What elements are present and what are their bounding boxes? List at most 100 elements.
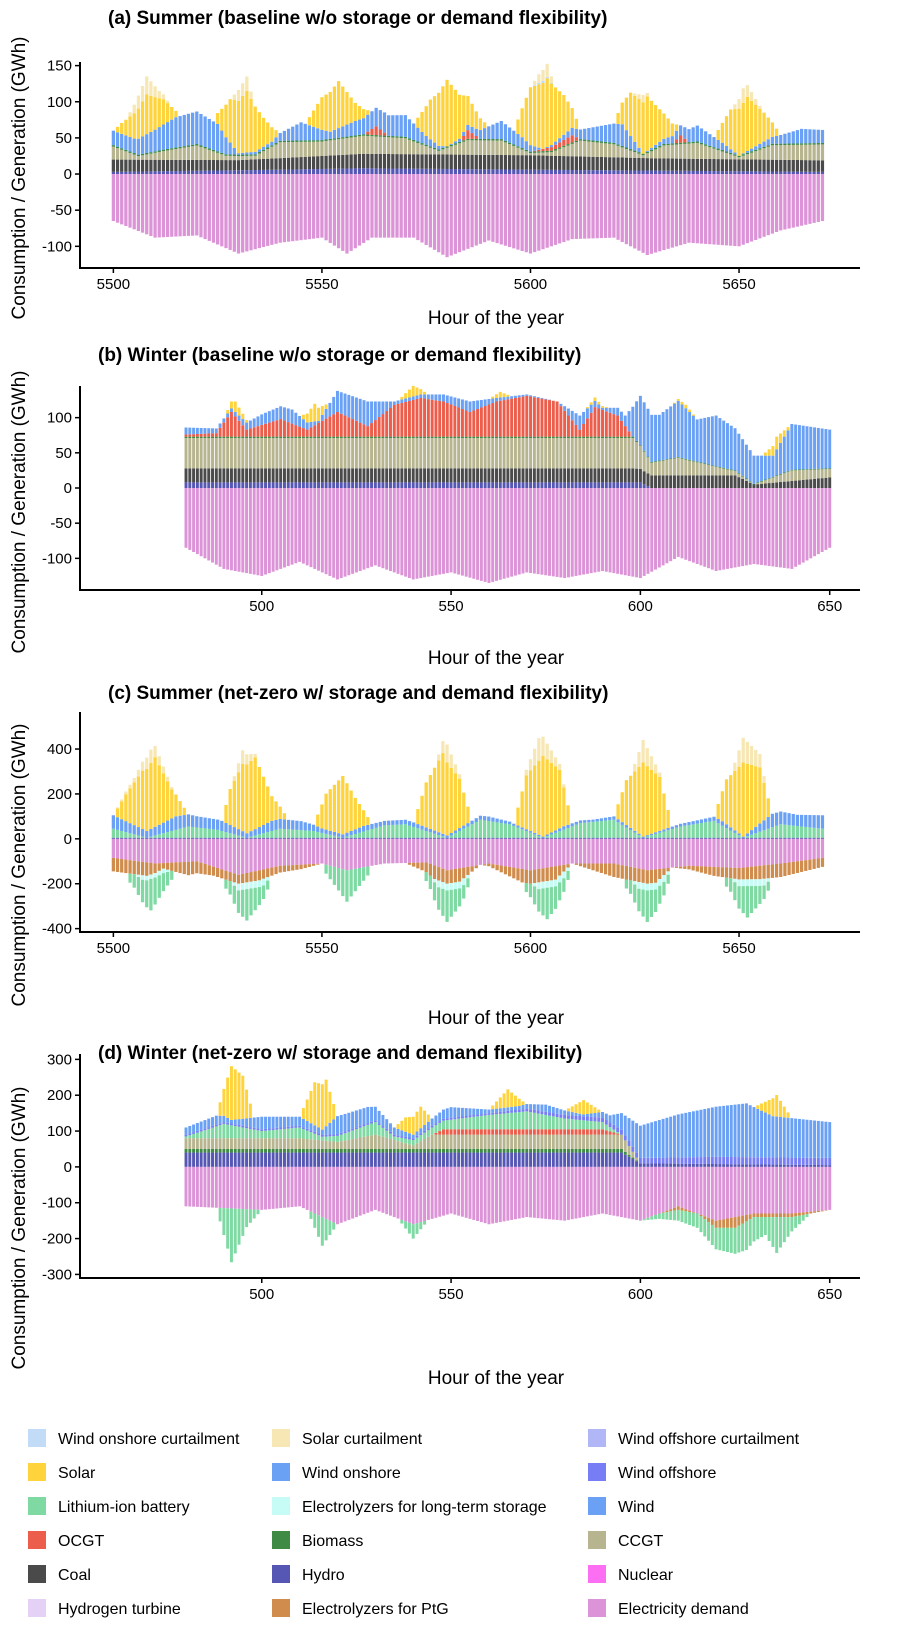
demand-neg-bar <box>566 174 570 241</box>
wind-onshore-bar <box>533 832 537 835</box>
hydro-bar <box>291 837 295 839</box>
electrolyzer-ptg-neg-bar <box>457 868 462 882</box>
wind-onshore-bar <box>199 816 203 828</box>
hydro-bar <box>627 1156 631 1167</box>
ccgt-bar <box>309 1139 313 1149</box>
biomass-bar <box>665 459 669 460</box>
coal-bar <box>186 159 191 171</box>
ccgt-bar <box>128 152 132 160</box>
solar-bar <box>245 1089 249 1119</box>
y-tick-label: 100 <box>47 94 72 111</box>
ocgt-bar <box>404 401 408 437</box>
demand-neg-bar <box>549 838 553 867</box>
electrolyzer-ptg-neg-bar <box>733 1217 737 1228</box>
electrolyzer-ptg-neg-bar <box>729 1217 733 1228</box>
battery-bar <box>674 827 679 838</box>
demand-neg-bar <box>491 1166 495 1224</box>
hydro-bar <box>445 1152 449 1167</box>
hydro-bar <box>805 1164 809 1167</box>
hydro-bar <box>470 837 474 839</box>
solar-bar <box>257 112 261 150</box>
wind-onshore-bar <box>479 399 483 408</box>
coal-bar <box>650 475 654 488</box>
coal-bar <box>174 159 178 172</box>
wind-offshore-bar <box>623 1135 627 1141</box>
wind-offshore-bar <box>699 1157 703 1164</box>
wind-onshore-bar <box>635 401 639 441</box>
wind-offshore-bar <box>612 1124 616 1130</box>
wind-onshore-bar <box>627 411 631 432</box>
ccgt-bar <box>791 144 795 160</box>
coal-bar <box>699 475 703 488</box>
battery-bar <box>261 833 266 838</box>
solar-bar <box>317 407 321 421</box>
y-tick-label: 400 <box>47 741 72 758</box>
hydro-bar <box>758 837 762 839</box>
battery-bar <box>211 829 216 838</box>
hydro-bar <box>298 1152 302 1167</box>
ccgt-bar <box>517 438 521 469</box>
ocgt-bar <box>320 420 324 437</box>
biomass-bar <box>816 468 820 470</box>
solar-bar <box>763 452 767 456</box>
hydro-bar <box>220 837 224 839</box>
hydro-bar <box>513 482 517 488</box>
ccgt-bar <box>203 148 207 160</box>
ocgt-bar <box>389 408 392 437</box>
biomass-bar <box>298 436 302 439</box>
ccgt-bar <box>317 1140 321 1149</box>
solar-curtailment-bar <box>145 757 149 769</box>
hydro-bar <box>474 837 478 839</box>
ccgt-bar <box>688 460 692 476</box>
coal-bar <box>438 468 442 483</box>
biomass-bar <box>351 1148 355 1153</box>
wind-offshore-bar <box>816 1157 820 1165</box>
ocgt-bar <box>566 1129 570 1135</box>
battery-neg-bar <box>654 1214 658 1220</box>
demand-neg-bar <box>574 174 578 239</box>
demand-neg-bar <box>298 1166 302 1207</box>
solar-bar <box>248 1103 252 1118</box>
x-tick-label: 600 <box>628 1286 653 1303</box>
ocgt-bar <box>612 1132 616 1135</box>
hydro-bar <box>295 169 299 175</box>
demand-neg-bar <box>468 1166 472 1219</box>
ccgt-bar <box>816 469 820 479</box>
ocgt-bar <box>241 425 245 437</box>
biomass-bar <box>437 149 441 151</box>
hydro-bar <box>366 168 370 175</box>
solar-bar <box>616 804 620 820</box>
demand-neg-bar <box>224 174 228 249</box>
hydro-bar <box>555 482 559 488</box>
wind-onshore-bar <box>437 145 441 150</box>
demand-neg-bar <box>362 488 366 570</box>
coal-bar <box>612 157 616 171</box>
coal-bar <box>222 468 226 483</box>
electrolyzer-ptg-neg-bar <box>424 862 428 873</box>
biomass-bar <box>195 1148 199 1153</box>
solar-curtailment-bar <box>232 776 236 781</box>
electrolyzer-ptg-neg-bar <box>407 862 412 865</box>
battery-bar <box>532 1112 536 1130</box>
electrolyzer-ptg-neg-bar <box>766 864 770 879</box>
electrolyzer-ptg-neg-bar <box>303 864 307 869</box>
hydro-bar <box>520 169 524 175</box>
ccgt-bar <box>774 145 779 160</box>
battery-bar <box>595 821 599 838</box>
wind-offshore-curtailment-legend-label: Wind offshore curtailment <box>618 1431 800 1448</box>
demand-neg-bar <box>311 838 316 864</box>
demand-neg-bar <box>347 1166 351 1220</box>
demand-neg-bar <box>517 488 521 575</box>
battery-bar <box>403 824 407 838</box>
hydro-bar <box>649 837 654 839</box>
coal-bar <box>207 159 211 171</box>
x-tick-label: 5650 <box>722 940 755 957</box>
wind-onshore-bar <box>558 828 562 832</box>
demand-neg-bar <box>400 1166 404 1220</box>
hydro-bar <box>627 482 631 488</box>
biomass-bar <box>270 145 274 147</box>
coal-bar <box>487 154 491 170</box>
battery-charge-bar <box>145 880 149 908</box>
biomass-bar <box>377 436 381 439</box>
hydro-bar <box>483 482 487 488</box>
